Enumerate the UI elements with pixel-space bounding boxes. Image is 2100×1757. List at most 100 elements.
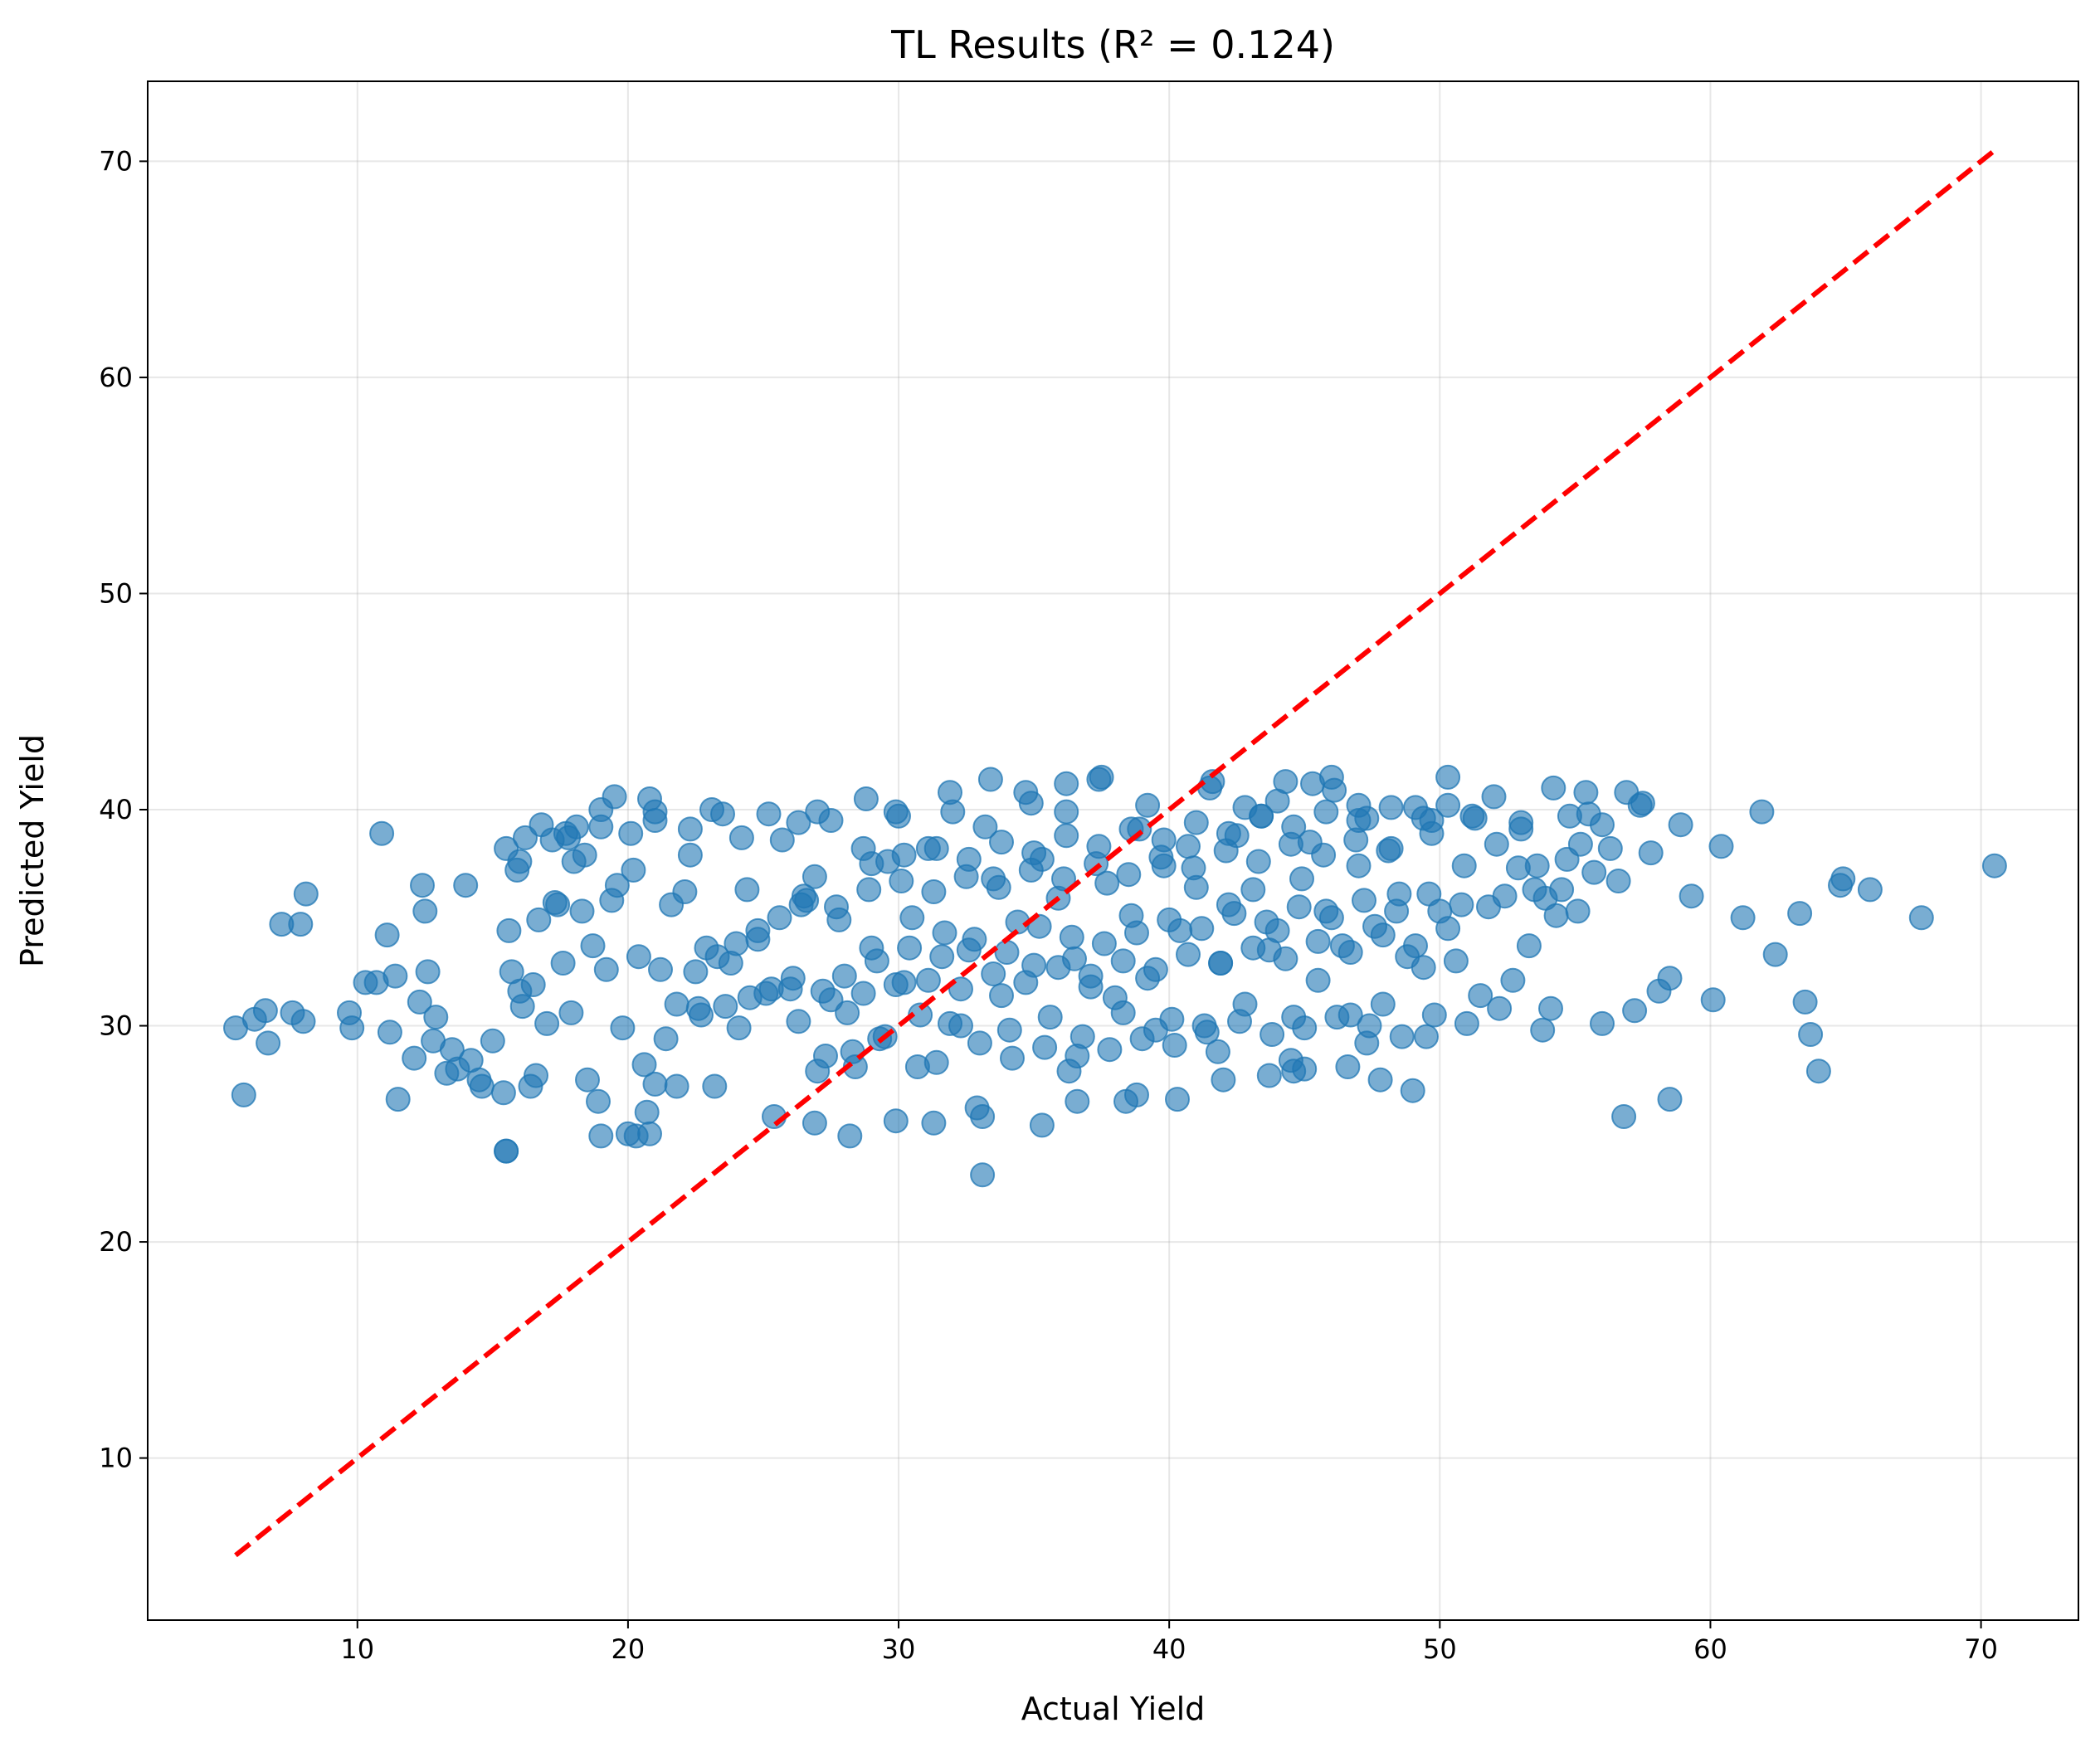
- data-point: [1541, 775, 1566, 801]
- data-point: [1657, 1087, 1683, 1112]
- data-point: [1183, 810, 1209, 835]
- data-point: [977, 767, 1003, 792]
- data-point: [938, 1010, 962, 1036]
- data-point: [1189, 916, 1215, 942]
- data-point: [1403, 933, 1428, 959]
- data-point: [1346, 853, 1372, 878]
- data-point: [837, 1123, 863, 1149]
- x-tick-label: 50: [1423, 1633, 1457, 1665]
- data-point: [1091, 931, 1117, 956]
- data-point: [1384, 898, 1410, 924]
- data-point: [339, 1015, 365, 1041]
- data-point: [410, 873, 435, 898]
- data-point: [1305, 928, 1331, 954]
- data-point: [1530, 1017, 1556, 1043]
- data-point: [981, 961, 1006, 986]
- data-point: [1500, 967, 1526, 993]
- data-point: [1227, 1009, 1252, 1034]
- data-point: [972, 814, 998, 840]
- data-point: [1197, 775, 1223, 801]
- data-point: [637, 1121, 662, 1146]
- data-point: [1762, 942, 1788, 967]
- data-point: [1451, 853, 1477, 878]
- data-point: [664, 991, 689, 1017]
- data-point: [642, 1071, 668, 1097]
- y-tick-label: 50: [99, 577, 133, 609]
- data-point: [569, 898, 595, 924]
- data-point: [526, 907, 552, 932]
- data-point: [231, 1082, 256, 1107]
- data-point: [737, 985, 763, 1010]
- data-point: [1357, 1013, 1382, 1039]
- y-tick-label: 60: [99, 362, 133, 393]
- data-point: [496, 917, 522, 943]
- data-point: [967, 1030, 992, 1056]
- data-point: [786, 810, 811, 835]
- data-point: [1708, 834, 1734, 859]
- data-point: [767, 905, 792, 931]
- data-point: [835, 1000, 860, 1025]
- data-point: [856, 877, 882, 903]
- data-point: [1411, 955, 1436, 981]
- data-point: [689, 1002, 714, 1028]
- data-point: [1389, 1024, 1415, 1049]
- data-point: [1576, 801, 1601, 827]
- data-point: [1273, 946, 1298, 971]
- data-point: [883, 1108, 909, 1134]
- data-point: [1110, 1000, 1136, 1025]
- data-point: [1343, 827, 1369, 853]
- data-point: [1468, 983, 1493, 1009]
- data-point: [469, 1073, 495, 1099]
- data-point: [1787, 901, 1813, 927]
- y-tick-label: 70: [99, 145, 133, 177]
- data-point: [1018, 857, 1044, 883]
- data-point: [631, 1052, 657, 1078]
- data-point: [824, 894, 849, 920]
- data-point: [558, 1000, 584, 1025]
- data-point: [831, 963, 857, 989]
- data-point: [1830, 866, 1856, 892]
- data-point: [726, 1015, 752, 1041]
- y-tick-label: 40: [99, 794, 133, 825]
- data-point: [542, 890, 568, 915]
- data-point: [734, 877, 760, 903]
- data-point: [1454, 1010, 1479, 1036]
- y-tick-label: 10: [99, 1443, 133, 1474]
- data-point: [702, 1073, 728, 1099]
- data-point: [1611, 1104, 1637, 1129]
- data-point: [1543, 903, 1569, 928]
- data-point: [1549, 877, 1575, 903]
- data-point: [853, 786, 879, 811]
- data-point: [1565, 898, 1591, 924]
- data-point: [1110, 948, 1136, 974]
- data-point: [1622, 998, 1648, 1024]
- data-point: [1205, 1039, 1230, 1064]
- data-point: [1305, 967, 1331, 993]
- data-point: [1679, 883, 1704, 909]
- data-point: [1029, 1112, 1055, 1138]
- data-point: [986, 874, 1011, 900]
- data-point: [1157, 907, 1182, 932]
- data-point: [1492, 883, 1518, 909]
- data-point: [1908, 905, 1934, 931]
- axis-ticks: 10 20 30 40 50 60 70 10 20 30 40 50 60 70: [99, 145, 1998, 1665]
- data-point: [1292, 1015, 1318, 1041]
- data-point: [509, 994, 535, 1020]
- data-point: [602, 784, 627, 810]
- data-point: [256, 1030, 281, 1056]
- data-point: [683, 959, 709, 985]
- data-point: [534, 1010, 560, 1036]
- data-point: [728, 825, 754, 850]
- data-point: [704, 944, 730, 970]
- y-tick-label: 20: [99, 1226, 133, 1258]
- data-point: [374, 922, 400, 948]
- x-tick-label: 70: [1964, 1633, 1998, 1665]
- data-point: [1730, 905, 1756, 931]
- data-point: [840, 1039, 865, 1064]
- data-point: [385, 1087, 411, 1112]
- data-point: [1245, 849, 1271, 874]
- data-point: [412, 898, 438, 924]
- data-point: [1256, 1063, 1282, 1088]
- data-point: [1337, 940, 1363, 965]
